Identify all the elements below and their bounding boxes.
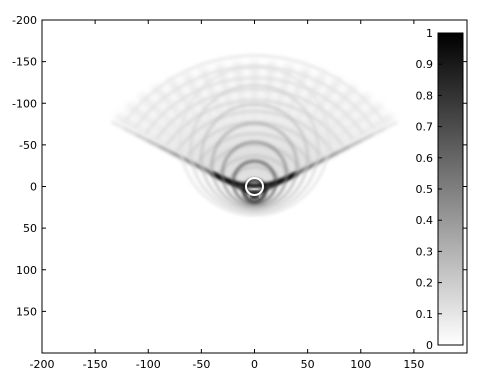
y-tick-label: 0 <box>30 181 37 194</box>
x-tick-label: -150 <box>83 358 108 371</box>
x-tick-label: 0 <box>251 358 258 371</box>
ring <box>179 65 330 217</box>
ring <box>211 122 298 210</box>
y-tick-label: -100 <box>12 97 37 110</box>
x-tick-label: -100 <box>136 358 161 371</box>
colorbar-tick-label: 0.5 <box>416 183 434 196</box>
wedge-edge-segment <box>146 139 161 148</box>
y-tick-label: 50 <box>23 222 37 235</box>
x-tick-label: -200 <box>30 358 55 371</box>
heatmap-image <box>111 54 398 217</box>
wedge-edge-segment <box>134 133 149 142</box>
colorbar-tick-label: 0.1 <box>416 308 434 321</box>
colorbar-tick-label: 0.9 <box>416 58 434 71</box>
axis-ticks: -200 -150 -100 -50 0 50 100 150-200-150-100-500… <box>12 14 467 371</box>
fan-arc <box>124 54 385 123</box>
fan-arc <box>144 76 365 135</box>
ring <box>242 178 267 203</box>
wedge-edge-segment <box>122 127 137 136</box>
fan-arc <box>155 87 354 140</box>
fan-arc <box>217 154 292 176</box>
colorbar-tick-label: 0.8 <box>416 89 434 102</box>
colorbar-gradient <box>437 32 464 346</box>
colorbar-tick-label: 0.7 <box>416 121 434 134</box>
y-tick-label: 100 <box>16 264 37 277</box>
rings <box>179 65 330 217</box>
colorbar-tick-label: 0.2 <box>416 277 434 290</box>
colorbar-tick-label: 0 <box>426 339 433 352</box>
ring <box>189 84 320 214</box>
fan-arc <box>206 143 303 170</box>
wedge-edge-segment <box>336 145 351 154</box>
colorbar: 0 0.1 0.2 0.3 0.4 0.5 0.6 0.7 0.8 0.9 1 <box>416 27 464 352</box>
x-tick-label: 100 <box>350 358 371 371</box>
wedge-edge-segment <box>193 162 209 173</box>
colorbar-tick-label: 0.6 <box>416 152 434 165</box>
wedge-edge-segment <box>348 139 363 148</box>
ring-core <box>245 177 264 196</box>
colorbar-tick-label: 0.4 <box>416 214 434 227</box>
fan-arc <box>175 110 334 152</box>
colorbar-tick-label: 0.3 <box>416 245 434 258</box>
fan-arc <box>227 165 282 181</box>
y-tick-label: -200 <box>12 14 37 27</box>
wedge-edge-segment <box>300 162 316 173</box>
fan-arcs <box>124 54 385 181</box>
x-tick-label: -50 <box>192 358 210 371</box>
wedge-edge-segment <box>360 133 375 142</box>
wedge-edge-segment <box>111 121 125 130</box>
ring <box>232 160 277 205</box>
ring <box>200 103 309 212</box>
x-tick-label: 150 <box>403 358 424 371</box>
ring <box>221 141 288 207</box>
y-tick-label: 150 <box>16 305 37 318</box>
wedge-edge-segment <box>384 121 398 130</box>
y-tick-label: -150 <box>12 56 37 69</box>
colorbar-tick-label: 1 <box>426 27 433 40</box>
wedge-bottom <box>210 171 299 188</box>
wedge-edge-segment <box>372 127 387 136</box>
fan-arc <box>165 98 344 146</box>
x-tick-label: 50 <box>301 358 315 371</box>
wedge-edge-segment <box>158 145 173 154</box>
fan-arc <box>196 132 313 164</box>
y-tick-label: -50 <box>19 139 37 152</box>
